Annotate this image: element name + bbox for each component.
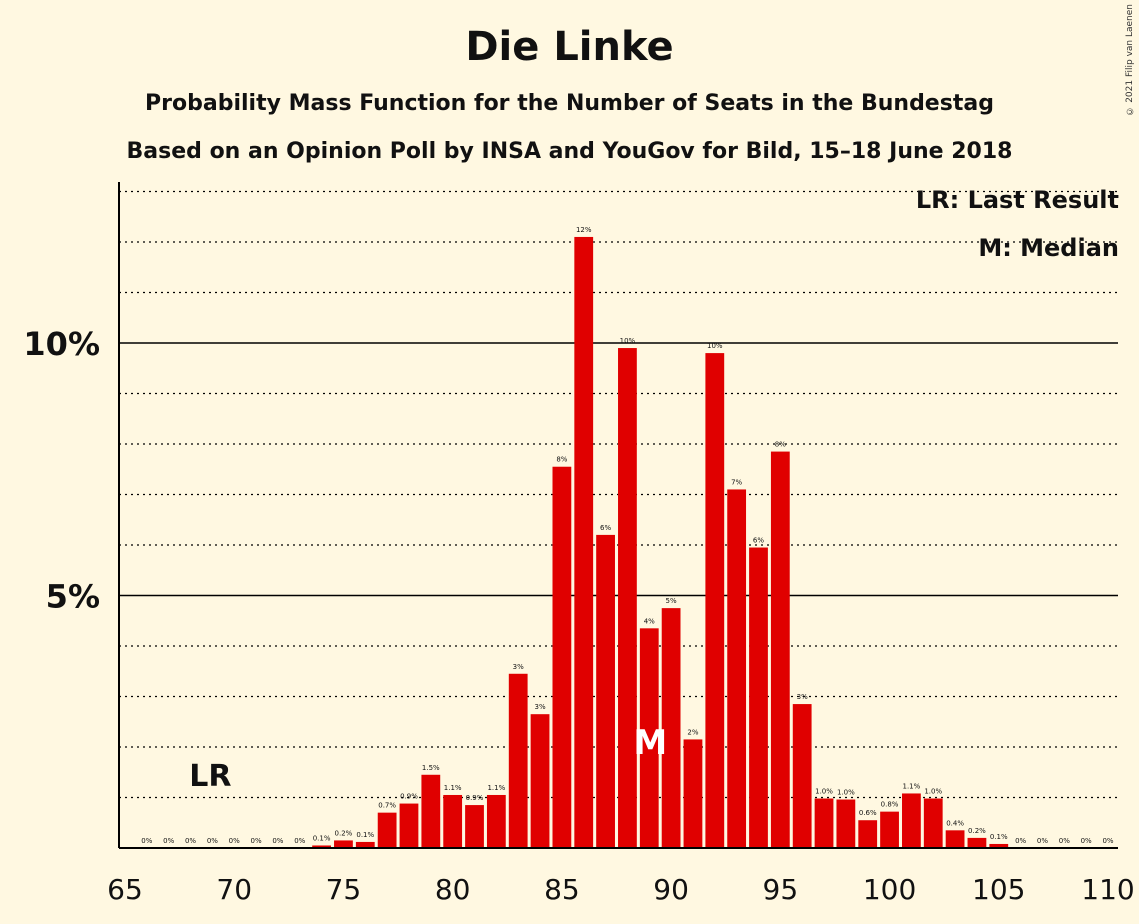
bar-seat-91 — [683, 739, 703, 848]
bar-value-label: 1.0% — [924, 788, 942, 796]
bar-seat-93 — [727, 489, 747, 848]
bar-value-label: 0% — [229, 837, 240, 845]
bar-value-label: 0% — [207, 837, 218, 845]
bar-value-label: 3% — [513, 663, 524, 671]
bar-value-label: 0% — [1015, 837, 1026, 845]
bar-value-label: 2% — [687, 728, 698, 736]
bar-seat-102 — [923, 798, 943, 848]
bar-seat-79 — [421, 774, 441, 848]
y-tick-label: 5% — [46, 578, 100, 616]
bar-seat-89 — [639, 628, 659, 848]
bar-seat-98 — [836, 799, 856, 848]
y-tick-label: 10% — [23, 325, 100, 363]
bar-seat-96 — [792, 704, 812, 848]
bar-value-label: 0.6% — [859, 809, 877, 817]
bar-series: 0% 0% 0% 0% 0% 0% 0% 0% 0.1%0.2% 0.1%0.7%0.9%1.5%… — [141, 226, 1114, 848]
bar-value-label: 0.9% — [400, 793, 418, 801]
bar-seat-87 — [596, 534, 615, 848]
x-tick-label: 65 — [107, 873, 143, 906]
bar-value-label: 0% — [251, 837, 262, 845]
bar-seat-77 — [377, 812, 397, 848]
bar-value-label: 0% — [294, 837, 305, 845]
last-result-marker: LR — [189, 759, 231, 794]
bar-seat-103 — [945, 830, 965, 848]
bar-seat-78 — [399, 803, 419, 848]
x-tick-label: 80 — [435, 873, 471, 906]
bar-seat-95 — [770, 451, 790, 848]
bar-value-label: 0.8% — [881, 801, 899, 809]
bar-value-label: 1.5% — [422, 764, 440, 772]
bar-value-label: 1.0% — [815, 788, 833, 796]
x-tick-label: 90 — [653, 873, 689, 906]
chart-subtitle: Probability Mass Function for the Number… — [145, 91, 994, 116]
bar-seat-86 — [574, 236, 594, 848]
bar-value-label: 0% — [1081, 837, 1092, 845]
x-tick-label: 95 — [763, 873, 799, 906]
bar-seat-80 — [443, 794, 463, 848]
bar-seat-101 — [902, 793, 921, 848]
bar-value-label: 0% — [272, 837, 283, 845]
x-tick-label: 70 — [216, 873, 252, 906]
bar-seat-94 — [749, 547, 768, 848]
median-marker: M — [633, 723, 667, 763]
bar-value-label: 0.7% — [378, 802, 396, 810]
bar-seat-82 — [486, 794, 506, 848]
legend-median: M: Median — [978, 234, 1119, 262]
x-tick-label: 105 — [972, 873, 1025, 906]
bar-seat-100 — [880, 811, 899, 848]
bar-value-label: 0.2% — [968, 827, 986, 835]
bar-value-label: 1.1% — [444, 784, 462, 792]
bar-value-label: 0.2% — [335, 829, 353, 837]
bar-value-label: 12% — [576, 226, 592, 234]
bar-seat-90 — [661, 608, 681, 848]
bar-seat-81 — [465, 805, 484, 848]
bar-value-label: 3% — [534, 703, 545, 711]
bar-value-label: 4% — [644, 617, 655, 625]
bar-seat-84 — [530, 714, 550, 848]
bar-seat-85 — [552, 466, 572, 848]
bar-value-label: 0.1% — [313, 834, 331, 842]
bar-seat-99 — [858, 820, 878, 848]
bar-value-label: 10% — [620, 337, 636, 345]
x-tick-label: 85 — [544, 873, 580, 906]
bar-value-label: 0.1% — [356, 831, 374, 839]
bar-value-label: 0% — [1037, 837, 1048, 845]
bar-seat-105 — [989, 843, 1009, 848]
bar-value-label: 1.1% — [487, 784, 505, 792]
bar-value-label: 10% — [707, 342, 723, 350]
chart-subtitle-source: Based on an Opinion Poll by INSA and You… — [126, 139, 1013, 164]
bar-value-label: 0% — [141, 837, 152, 845]
x-tick-label: 110 — [1081, 873, 1134, 906]
chart-title: Die Linke — [465, 24, 674, 70]
bar-value-label: 0% — [163, 837, 174, 845]
bar-value-label: 7% — [731, 478, 742, 486]
x-tick-label: 100 — [863, 873, 916, 906]
legend-last-result: LR: Last Result — [915, 186, 1119, 214]
bar-seat-76 — [355, 841, 375, 848]
bar-value-label: 3% — [797, 693, 808, 701]
bar-value-label: 8% — [556, 456, 567, 464]
bar-value-label: 5% — [666, 597, 677, 605]
bar-value-label: 0.1% — [990, 833, 1008, 841]
bar-seat-97 — [814, 798, 834, 848]
bar-value-label: 6% — [753, 537, 764, 545]
x-tick-label: 75 — [326, 873, 362, 906]
bar-value-label: 1.1% — [903, 782, 921, 790]
bar-value-label: 0.4% — [946, 819, 964, 827]
bar-value-label: 8% — [775, 441, 786, 449]
bar-seat-88 — [618, 348, 637, 848]
axes: 65 70 75 80 85 90 95 100 105 110 5% 10% LR M — [23, 182, 1135, 906]
bar-seat-92 — [705, 353, 725, 848]
bar-value-label: 0% — [1059, 837, 1070, 845]
bar-seat-104 — [967, 837, 987, 848]
bar-value-label: 1.0% — [837, 789, 855, 797]
bar-value-label: 0% — [1102, 837, 1113, 845]
bar-seat-74 — [312, 845, 331, 848]
bar-value-label: 0% — [185, 837, 196, 845]
bar-value-label: 6% — [600, 524, 611, 532]
bar-value-label: 0.9% — [466, 794, 484, 802]
bar-seat-75 — [334, 840, 353, 848]
bar-seat-83 — [508, 673, 528, 848]
